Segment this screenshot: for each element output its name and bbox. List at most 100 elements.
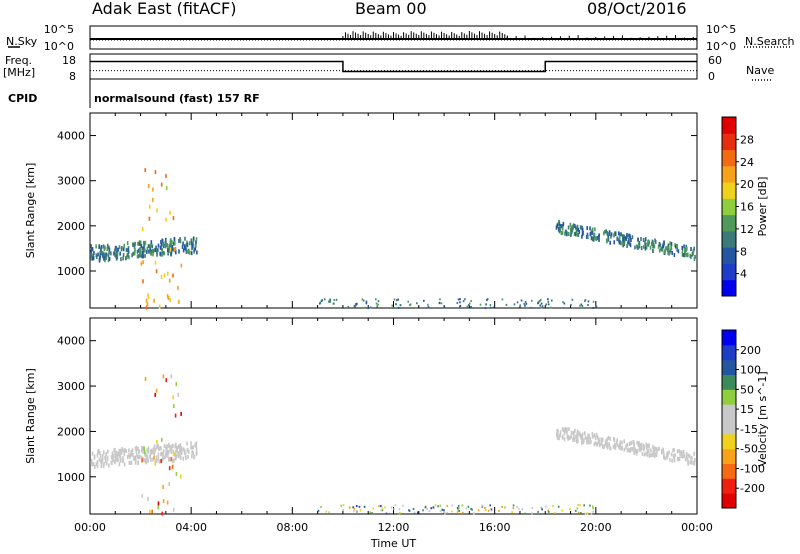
power-echo-point xyxy=(468,302,471,305)
power-echo-point xyxy=(618,238,620,243)
power-echo-point xyxy=(142,260,144,265)
velocity-echo-point xyxy=(556,429,559,434)
power-echo-point xyxy=(575,227,578,232)
velocity-echo-point xyxy=(165,445,167,450)
velocity-echo-point xyxy=(643,445,646,450)
power-echo-point xyxy=(118,245,121,250)
power-echo-point xyxy=(647,239,650,244)
velocity-echo-point xyxy=(673,456,676,461)
power-echo-point xyxy=(671,250,673,255)
velocity-echo-point xyxy=(116,457,118,462)
power-echo-point xyxy=(133,249,136,254)
power-echo-point xyxy=(90,244,92,249)
velocity-echo-point xyxy=(662,447,664,452)
power-echo-point xyxy=(122,253,125,258)
velocity-echo-point xyxy=(154,461,156,466)
power-echo-point xyxy=(628,237,630,242)
velocity-echo-point xyxy=(583,437,585,442)
noise-panel-frame xyxy=(89,25,698,50)
velocity-echo-point xyxy=(439,504,442,507)
velocity-echo-point xyxy=(157,452,160,457)
power-echo-point xyxy=(524,304,526,307)
power-echo-point xyxy=(642,244,645,249)
power-echo-point xyxy=(561,224,564,229)
power-echo-point xyxy=(558,227,560,232)
power-echo-point xyxy=(144,168,147,173)
power-colorbar-segment xyxy=(722,117,736,134)
velocity-echo-point xyxy=(144,452,147,457)
velocity-echo-point xyxy=(412,507,415,510)
power-echo-point xyxy=(167,296,170,301)
power-echo-point xyxy=(186,243,189,248)
velocity-echo-point xyxy=(145,460,147,465)
velocity-echo-point xyxy=(691,460,693,465)
velocity-echo-point xyxy=(91,462,94,467)
velocity-echo-point xyxy=(402,504,404,507)
velocity-echo-point xyxy=(149,454,151,459)
velocity-echo-point xyxy=(177,392,180,397)
power-echo-point xyxy=(516,301,519,304)
velocity-echo-point xyxy=(444,512,446,515)
power-echo-point xyxy=(629,243,632,248)
power-echo-point xyxy=(103,253,106,258)
velocity-echo-point xyxy=(353,510,355,513)
velocity-echo-point xyxy=(653,454,656,459)
power-echo-point xyxy=(618,240,621,245)
velocity-echo-point xyxy=(105,461,108,466)
power-echo-point xyxy=(152,187,154,192)
velocity-echo-point xyxy=(152,457,154,462)
power-echo-point xyxy=(606,238,608,243)
velocity-echo-point xyxy=(363,505,366,508)
velocity-echo-point xyxy=(115,451,117,456)
power-echo-point xyxy=(127,248,129,253)
power-echo-point xyxy=(167,251,169,256)
power-echo-point xyxy=(662,243,664,248)
velocity-echo-point xyxy=(147,458,149,463)
velocity-echo-point xyxy=(609,436,612,441)
velocity-echo-point xyxy=(173,403,175,408)
velocity-echo-point xyxy=(554,511,556,514)
velocity-echo-point xyxy=(167,453,169,458)
velocity-echo-point xyxy=(629,448,632,453)
freq-unit-label: [MHz] xyxy=(3,66,36,79)
velocity-echo-point xyxy=(663,453,665,458)
power-echo-point xyxy=(133,245,136,250)
power-echo-point xyxy=(470,306,472,309)
power-echo-point xyxy=(90,253,93,258)
velocity-echo-point xyxy=(145,457,148,462)
velocity-colorbar-tick-label: 15 xyxy=(740,403,754,416)
power-echo-point xyxy=(557,221,560,226)
velocity-echo-point xyxy=(672,448,674,453)
velocity-echo-point xyxy=(689,454,691,459)
velocity-echo-point xyxy=(317,509,320,512)
power-echo-point xyxy=(459,304,462,307)
power-echo-point xyxy=(365,300,368,303)
power-echo-point xyxy=(587,235,589,240)
power-echo-point xyxy=(140,246,142,251)
power-echo-point xyxy=(567,231,570,236)
power-echo-point xyxy=(153,298,155,303)
power-echo-point xyxy=(565,231,568,236)
power-colorbar-segment xyxy=(722,230,736,248)
power-echo-point xyxy=(173,241,176,246)
velocity-echo-point xyxy=(458,509,460,512)
velocity-echo-point xyxy=(129,455,131,460)
velocity-echo-point xyxy=(408,509,410,512)
power-echo-point xyxy=(539,298,542,301)
power-echo-point xyxy=(540,306,543,309)
power-echo-point xyxy=(377,300,380,303)
velocity-echo-point xyxy=(162,499,165,504)
power-echo-point xyxy=(464,298,466,301)
velocity-echo-point xyxy=(96,453,99,458)
velocity-echo-point xyxy=(157,501,160,506)
velocity-echo-point xyxy=(636,440,639,445)
freq-line xyxy=(90,60,697,73)
power-echo-point xyxy=(143,245,145,250)
velocity-echo-point xyxy=(673,447,675,452)
velocity-echo-point xyxy=(570,434,572,439)
power-echo-point xyxy=(677,249,680,254)
power-echo-point xyxy=(140,261,143,266)
velocity-echo-point xyxy=(434,504,437,507)
power-echo-point xyxy=(117,247,119,252)
power-echo-point xyxy=(573,223,576,228)
